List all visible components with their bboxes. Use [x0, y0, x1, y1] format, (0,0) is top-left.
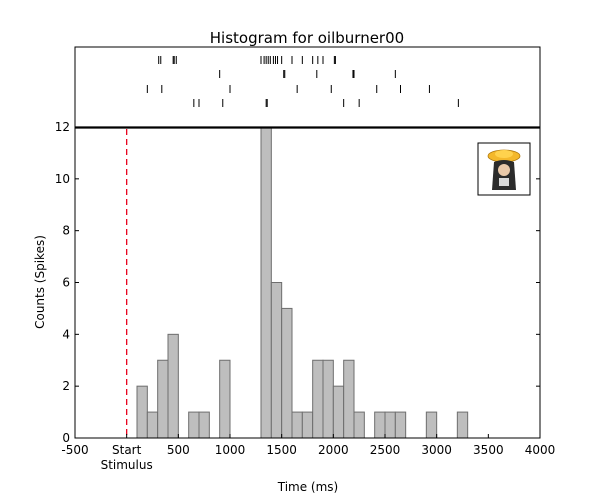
histogram-bar	[374, 411, 386, 439]
y-tick-label: 8	[62, 224, 70, 238]
plot-frame	[75, 127, 540, 438]
histogram-bar	[219, 359, 231, 439]
histogram-bar	[322, 359, 334, 439]
x-tick-label: 1000	[215, 443, 246, 457]
chart-title: Histogram for oilburner00	[210, 29, 404, 47]
histogram-bar	[425, 411, 438, 439]
y-tick-label: 10	[55, 172, 70, 186]
x-tick-label: 1500	[266, 443, 297, 457]
histogram-bar	[312, 359, 324, 439]
y-axis-ticks: 0 2 4 6 8 10 12	[55, 120, 540, 445]
histogram-bar	[301, 411, 314, 439]
x-tick-label: Start	[112, 443, 142, 457]
x-tick-label: -500	[61, 443, 88, 457]
histogram-bar	[188, 411, 200, 439]
histogram-bar	[353, 411, 365, 439]
x-tick-label: 500	[167, 443, 190, 457]
histogram-bar	[167, 333, 179, 439]
histogram-bar	[281, 307, 293, 439]
y-tick-label: 2	[62, 379, 70, 393]
histogram-bar	[291, 411, 303, 439]
x-axis-label: Time (ms)	[277, 480, 339, 494]
y-axis-label: Counts (Spikes)	[33, 235, 47, 329]
x-tick-label: 3500	[473, 443, 504, 457]
histogram-bar	[136, 385, 148, 439]
raster-spike-ticks	[146, 56, 459, 107]
x-tick-label: 2000	[318, 443, 349, 457]
histogram-bar	[384, 411, 396, 439]
histogram-bar	[260, 126, 272, 439]
histogram-bar	[394, 411, 407, 439]
histogram-bar	[198, 411, 210, 439]
histogram-bar	[157, 359, 169, 439]
x-tick-label: 2500	[370, 443, 401, 457]
histogram-bar	[146, 411, 159, 439]
histogram-bar	[456, 411, 469, 439]
y-tick-label: 4	[62, 327, 70, 341]
x-tick-label: 3000	[421, 443, 452, 457]
y-tick-label: 12	[55, 120, 70, 134]
y-tick-label: 6	[62, 276, 70, 290]
histogram-bar	[332, 385, 345, 439]
histogram-bar	[343, 359, 355, 439]
x-axis-ticks: -500 Start 500 1000 1500 2000 2500 3000 3500 4000	[61, 434, 555, 457]
stimulus-tick-sublabel: Stimulus	[101, 458, 153, 472]
y-tick-label: 0	[62, 431, 70, 445]
raster-frame	[74, 46, 541, 129]
x-tick-label: 4000	[525, 443, 556, 457]
figure-with-yellow-hat-icon	[477, 142, 531, 196]
histogram-bar	[270, 282, 283, 439]
raster-panel	[74, 46, 541, 129]
histogram-panel: 0 2 4 6 8 10 12 -500 Start 500 1000 1500 2000 2500 30…	[55, 120, 556, 457]
